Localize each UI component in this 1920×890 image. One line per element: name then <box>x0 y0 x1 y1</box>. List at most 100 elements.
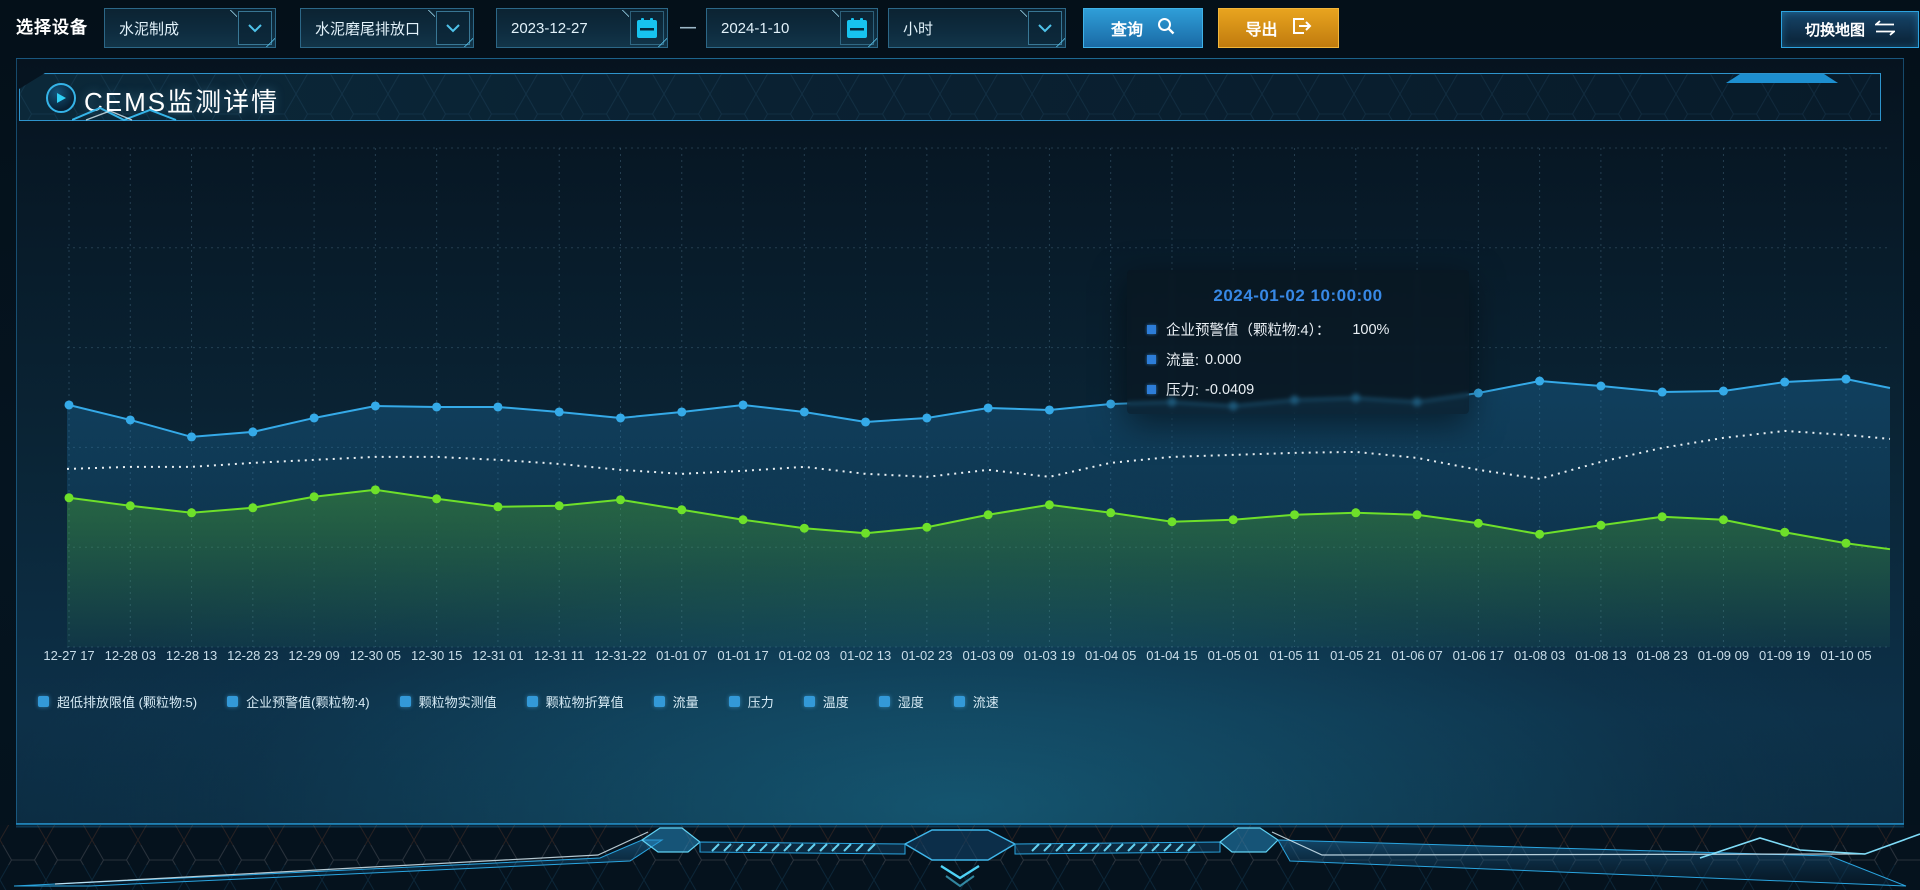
x-axis-label: 01-04 15 <box>1146 648 1198 663</box>
x-axis-label: 12-31-22 <box>594 648 647 663</box>
legend-item[interactable]: 颗粒物实测值 <box>399 692 497 711</box>
series-line-2 <box>67 488 1891 551</box>
legend-item[interactable]: 颗粒物折算值 <box>526 692 624 711</box>
switch-map-label: 切换地图 <box>1804 22 1865 39</box>
legend-marker-icon <box>38 696 49 707</box>
legend-marker-icon <box>878 696 890 707</box>
x-axis-label: 12-29 09 <box>288 648 340 663</box>
x-axis-label: 01-02 03 <box>778 648 830 663</box>
legend-label: 流速 <box>972 695 999 710</box>
legend-item[interactable]: 湿度 <box>878 692 924 711</box>
tooltip-series-value: 0.000 <box>1205 351 1242 368</box>
interval-value: 小时 <box>903 20 934 38</box>
toolbar: 选择设备 水泥制成 水泥磨尾排放口 2023-12-27 <box>0 0 1920 56</box>
x-axis-label: 01-02 13 <box>839 648 892 663</box>
x-axis-label: 01-08 13 <box>1575 648 1627 663</box>
start-date-input[interactable]: 2023-12-27 <box>496 8 668 48</box>
legend-marker-icon <box>227 696 239 707</box>
tooltip-series-marker-icon <box>1147 385 1156 394</box>
legend-label: 企业预警值(颗粒物:4) <box>246 695 370 710</box>
x-axis-label: 01-06 07 <box>1391 648 1443 663</box>
corner-accent <box>622 10 629 17</box>
x-axis-label: 01-09 09 <box>1697 648 1750 663</box>
outlet-select[interactable]: 水泥磨尾排放口 <box>300 8 474 48</box>
x-axis-label: 12-31 01 <box>472 648 524 663</box>
switch-map-button[interactable]: 切换地图 <box>1781 11 1919 48</box>
legend-item[interactable]: 压力 <box>728 692 774 711</box>
corner-accent <box>658 38 667 47</box>
corner-accent <box>1020 10 1027 17</box>
date-range-separator: — <box>680 19 696 36</box>
export-button-label: 导出 <box>1245 22 1278 39</box>
legend-label: 颗粒物实测值 <box>418 695 497 710</box>
x-axis-label: 01-10 05 <box>1820 648 1872 663</box>
legend-marker-icon <box>526 696 538 707</box>
calendar-icon[interactable] <box>630 11 664 45</box>
tooltip-series-marker-icon <box>1147 325 1156 334</box>
corner-accent <box>832 10 839 17</box>
swap-arrows-icon <box>1873 19 1897 40</box>
chart-legend: 超低排放限值 (颗粒物:5) 企业预警值(颗粒物:4) 颗粒物实测值 颗粒物折算值 流量… <box>38 692 999 711</box>
outlet-value: 水泥磨尾排放口 <box>315 20 421 38</box>
x-axis-label: 12-31 11 <box>534 648 585 663</box>
x-axis-label: 12-30 15 <box>410 648 463 663</box>
x-axis-label: 01-03 19 <box>1023 648 1076 663</box>
start-date-value: 2023-12-27 <box>511 19 588 37</box>
tooltip-series-label: 企业预警值（颗粒物:4）： <box>1166 323 1331 339</box>
legend-marker-icon <box>953 696 965 707</box>
end-date-input[interactable]: 2024-1-10 <box>706 8 878 48</box>
legend-label: 压力 <box>747 695 774 710</box>
tooltip-series-value: 100% <box>1352 321 1390 338</box>
x-axis-label: 01-09 19 <box>1759 648 1811 663</box>
x-axis-label: 12-28 03 <box>104 648 156 663</box>
legend-label: 颗粒物折算值 <box>545 695 624 710</box>
export-icon <box>1292 17 1312 40</box>
legend-marker-icon <box>653 696 665 707</box>
x-axis-label: 01-04 05 <box>1085 648 1137 663</box>
interval-select[interactable]: 小时 <box>888 8 1066 48</box>
tooltip-series-label: 压力: <box>1166 383 1200 399</box>
footer-tech-decoration <box>0 823 1920 890</box>
legend-label: 温度 <box>822 695 849 710</box>
legend-label: 流量 <box>672 695 699 710</box>
x-axis-label: 12-28 23 <box>227 648 279 663</box>
x-axis-label: 12-28 13 <box>165 648 218 663</box>
zigzag-decoration <box>71 106 222 121</box>
export-button[interactable]: 导出 <box>1218 8 1339 48</box>
legend-marker-icon <box>399 696 411 707</box>
legend-item[interactable]: 流速 <box>953 692 999 711</box>
corner-accent <box>1056 38 1065 47</box>
device-type-select[interactable]: 水泥制成 <box>104 8 276 48</box>
x-axis-label: 12-30 05 <box>349 648 402 663</box>
legend-label: 超低排放限值 (颗粒物:5) <box>57 695 198 710</box>
x-axis-label: 01-05 11 <box>1269 648 1320 663</box>
tooltip-row: 压力: -0.0409 <box>1147 379 1449 400</box>
corner-accent <box>868 38 877 47</box>
corner-accent <box>266 38 275 47</box>
x-axis-label: 01-08 23 <box>1636 648 1688 663</box>
tooltip-row: 企业预警值（颗粒物:4）： 100% <box>1147 319 1449 340</box>
x-axis-labels: 12-27 17 12-28 03 12-28 13 12-28 23 12-29 09… <box>0 648 1920 668</box>
legend-marker-icon <box>803 696 815 707</box>
play-icon <box>46 83 76 113</box>
x-axis-label: 12-27 17 <box>43 648 95 663</box>
legend-item[interactable]: 流量 <box>653 692 699 711</box>
legend-item[interactable]: 温度 <box>803 692 849 711</box>
legend-item[interactable]: 超低排放限值 (颗粒物:5) <box>38 692 197 711</box>
x-axis-label: 01-02 23 <box>901 648 953 663</box>
corner-accent <box>428 10 435 17</box>
calendar-icon[interactable] <box>840 11 874 45</box>
legend-item[interactable]: 企业预警值(颗粒物:4) <box>227 692 370 711</box>
page-title: CEMS监测详情 <box>84 87 280 117</box>
x-axis-label: 01-01 17 <box>717 648 769 663</box>
line-chart-canvas[interactable] <box>0 0 1920 830</box>
device-select-label: 选择设备 <box>16 18 88 37</box>
x-axis-label: 01-05 01 <box>1207 648 1259 663</box>
series-line-0 <box>67 378 1891 438</box>
x-axis-label: 01-03 09 <box>962 648 1014 663</box>
device-type-value: 水泥制成 <box>119 20 180 38</box>
corner-accent <box>464 38 473 47</box>
x-axis-label: 01-08 03 <box>1513 648 1566 663</box>
query-button[interactable]: 查询 <box>1083 8 1203 48</box>
